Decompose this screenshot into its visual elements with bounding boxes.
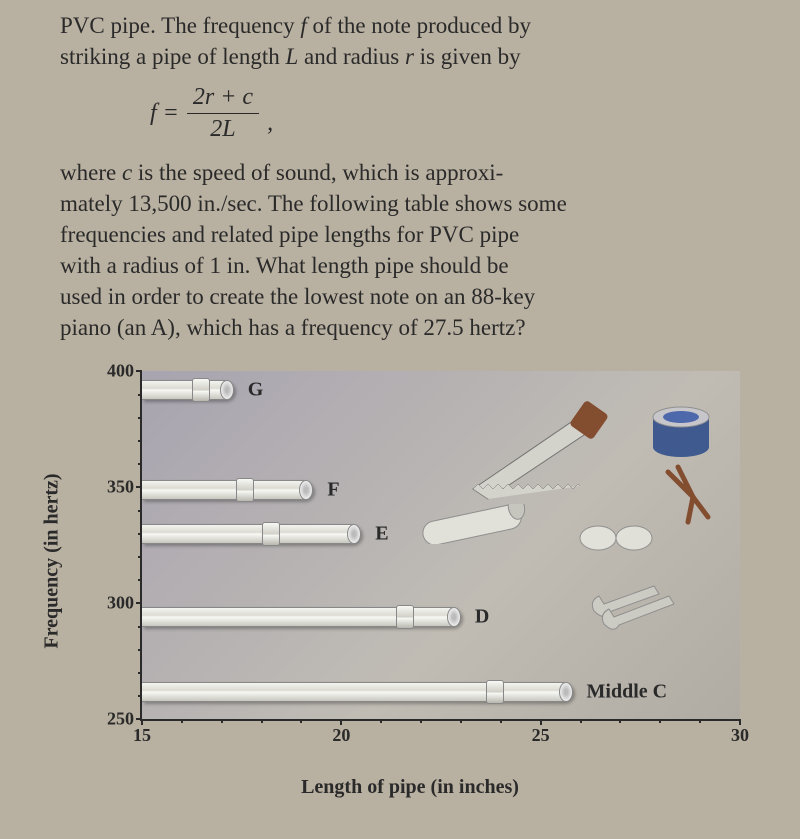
x-axis-label: Length of pipe (in inches) bbox=[301, 776, 519, 799]
formula-denominator: 2L bbox=[204, 114, 241, 143]
pipe-note-label: E bbox=[375, 522, 388, 545]
paint-can-icon bbox=[646, 392, 716, 462]
pipe-bar bbox=[142, 380, 234, 400]
paragraph-2: where c is the speed of sound, which is … bbox=[60, 157, 760, 343]
pipe-note-label: D bbox=[475, 606, 489, 629]
formula-numerator: 2r + c bbox=[187, 84, 259, 114]
pipe-bar bbox=[142, 682, 573, 702]
paragraph-1: PVC pipe. The frequency f of the note pr… bbox=[60, 10, 760, 72]
formula-tail: , bbox=[267, 110, 273, 143]
plot-area: 25030035040015202530GFEDMiddle C bbox=[140, 371, 740, 721]
short-pipe-icon bbox=[417, 504, 537, 544]
goggles-icon bbox=[576, 518, 656, 558]
pipe-note-label: G bbox=[248, 378, 264, 401]
wrenches-icon bbox=[584, 566, 704, 636]
pipe-length-chart: Frequency (in hertz) Length of pipe (in … bbox=[70, 361, 750, 761]
formula-lhs: f = bbox=[150, 100, 179, 127]
pipe-bar bbox=[142, 607, 461, 627]
y-axis-label: Frequency (in hertz) bbox=[41, 474, 64, 649]
pipe-bar bbox=[142, 524, 361, 544]
pipe-bar bbox=[142, 480, 313, 500]
pipe-note-label: F bbox=[327, 478, 339, 501]
pipe-note-label: Middle C bbox=[587, 680, 668, 703]
formula: f = 2r + c 2L , bbox=[60, 84, 760, 143]
pliers-icon bbox=[658, 462, 728, 532]
formula-fraction: 2r + c 2L bbox=[187, 84, 259, 143]
